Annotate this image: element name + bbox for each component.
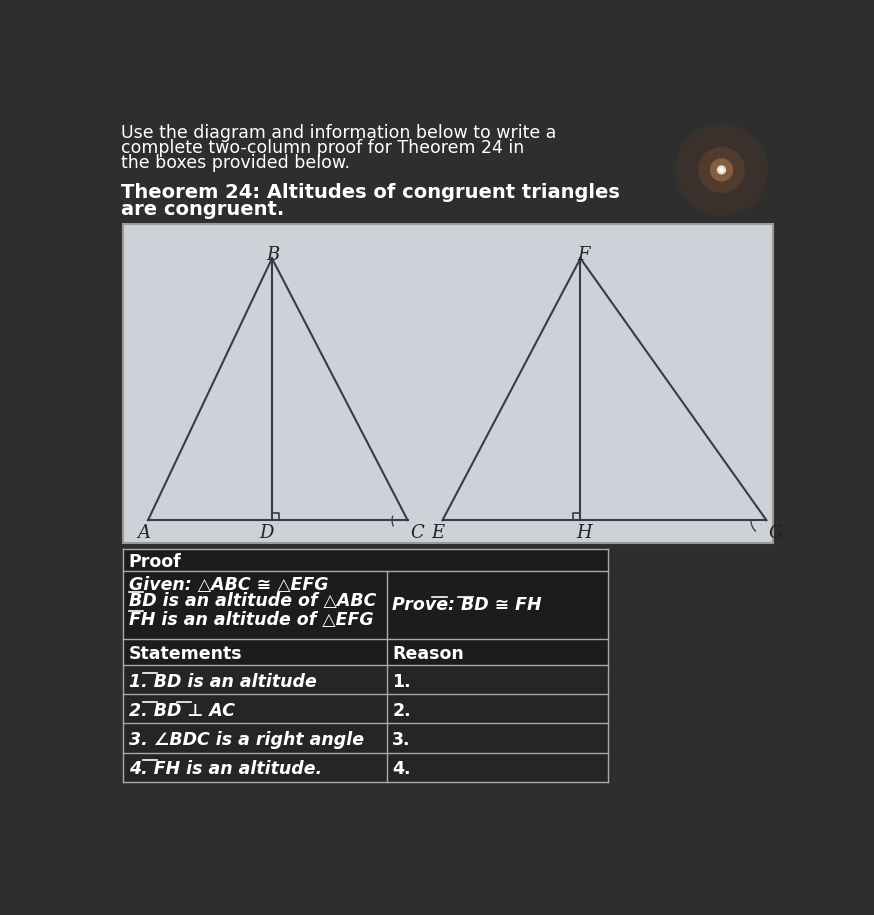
Text: 2.: 2. — [392, 702, 411, 720]
Bar — [123, 665, 607, 694]
Text: 4.: 4. — [392, 760, 411, 779]
Text: E: E — [431, 524, 444, 542]
Text: B: B — [266, 246, 279, 264]
Text: G: G — [769, 524, 783, 542]
Text: 1.: 1. — [392, 673, 411, 691]
Text: are congruent.: are congruent. — [121, 199, 284, 219]
Text: 4. FH is an altitude.: 4. FH is an altitude. — [128, 760, 322, 779]
Text: C: C — [410, 524, 424, 542]
Circle shape — [710, 158, 733, 181]
Text: Reason: Reason — [392, 645, 464, 663]
Text: Theorem 24: Altitudes of congruent triangles: Theorem 24: Altitudes of congruent trian… — [121, 183, 620, 202]
Text: complete two-column proof for Theorem 24 in: complete two-column proof for Theorem 24… — [121, 139, 524, 157]
Text: Prove: BD ≅ FH: Prove: BD ≅ FH — [392, 596, 542, 614]
Text: 3.: 3. — [392, 731, 411, 749]
Circle shape — [719, 167, 724, 172]
Text: A: A — [137, 524, 150, 542]
Text: Proof: Proof — [128, 554, 182, 571]
Text: Statements: Statements — [128, 645, 242, 663]
Bar — [123, 753, 607, 782]
Text: F: F — [578, 246, 590, 264]
Circle shape — [698, 146, 745, 193]
Bar — [123, 694, 607, 724]
Bar — [123, 550, 607, 571]
Text: BD is an altitude of △ABC: BD is an altitude of △ABC — [128, 592, 376, 609]
Bar — [123, 639, 607, 665]
Text: the boxes provided below.: the boxes provided below. — [121, 155, 350, 172]
Text: Use the diagram and information below to write a: Use the diagram and information below to… — [121, 124, 556, 142]
Text: Given: △ABC ≅ △EFG: Given: △ABC ≅ △EFG — [128, 576, 328, 594]
Text: 2. BD ⊥ AC: 2. BD ⊥ AC — [128, 702, 234, 720]
Circle shape — [717, 166, 726, 175]
Bar — [123, 571, 607, 639]
Text: D: D — [260, 524, 274, 542]
Circle shape — [675, 124, 768, 216]
Text: 1. BD is an altitude: 1. BD is an altitude — [128, 673, 316, 691]
Text: H: H — [577, 524, 593, 542]
Bar — [123, 224, 773, 544]
Text: 3. ∠BDC is a right angle: 3. ∠BDC is a right angle — [128, 731, 364, 749]
Text: FH is an altitude of △EFG: FH is an altitude of △EFG — [128, 611, 373, 630]
Bar — [123, 724, 607, 753]
